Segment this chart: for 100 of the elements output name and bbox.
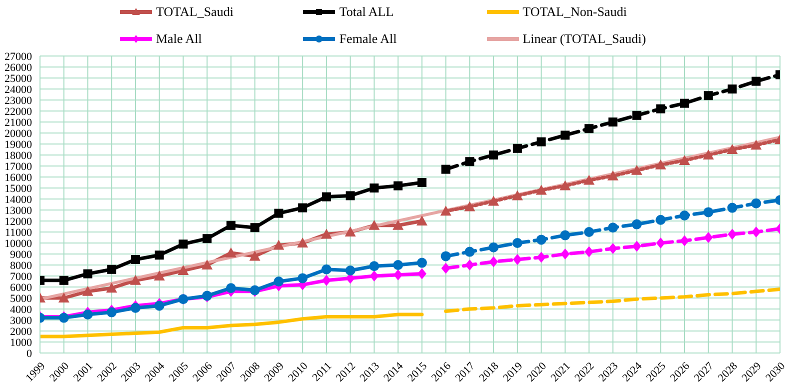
y-tick-label: 26000 bbox=[4, 62, 32, 74]
point bbox=[656, 214, 666, 225]
point bbox=[346, 191, 355, 200]
point bbox=[178, 240, 188, 249]
point bbox=[370, 270, 379, 282]
point bbox=[704, 91, 713, 100]
point bbox=[154, 300, 164, 311]
point bbox=[656, 238, 666, 248]
point bbox=[464, 246, 475, 257]
y-tick-label: 9000 bbox=[10, 248, 32, 261]
point bbox=[322, 192, 331, 202]
point bbox=[464, 201, 476, 212]
point bbox=[106, 307, 117, 318]
point bbox=[752, 226, 761, 238]
point bbox=[512, 238, 522, 248]
point bbox=[703, 207, 714, 218]
point bbox=[632, 110, 642, 120]
y-tick-label: 13000 bbox=[4, 204, 32, 217]
y-tick-label: 19000 bbox=[4, 138, 32, 151]
point bbox=[728, 84, 737, 94]
point bbox=[608, 118, 618, 126]
point bbox=[465, 157, 474, 166]
point bbox=[560, 248, 570, 260]
legend-label: TOTAL_Saudi bbox=[156, 4, 234, 20]
point bbox=[274, 208, 284, 218]
point bbox=[344, 226, 356, 236]
point bbox=[608, 243, 618, 254]
point bbox=[751, 198, 762, 208]
point bbox=[441, 164, 450, 174]
y-tick-label: 24000 bbox=[4, 84, 32, 96]
point bbox=[417, 268, 426, 280]
point bbox=[488, 196, 500, 206]
point bbox=[536, 137, 546, 146]
y-tick-label: 12000 bbox=[4, 216, 32, 228]
point bbox=[584, 227, 594, 237]
point bbox=[560, 130, 570, 140]
y-tick-label: 1000 bbox=[10, 336, 32, 349]
line-series bbox=[40, 312, 424, 338]
point bbox=[727, 202, 738, 213]
point bbox=[607, 170, 618, 180]
point bbox=[704, 232, 713, 243]
point bbox=[584, 174, 595, 185]
y-tick-label: 0 bbox=[26, 348, 32, 360]
x-tick-label: 2011 bbox=[310, 360, 334, 384]
point bbox=[655, 159, 666, 170]
point bbox=[393, 260, 404, 270]
point bbox=[154, 270, 165, 280]
point bbox=[489, 150, 498, 160]
point bbox=[178, 265, 189, 275]
point bbox=[632, 240, 642, 252]
y-tick-label: 14000 bbox=[4, 194, 32, 206]
point bbox=[488, 242, 499, 252]
point bbox=[750, 140, 762, 150]
point bbox=[130, 302, 140, 313]
point bbox=[83, 269, 92, 278]
point bbox=[632, 219, 642, 230]
y-tick-label: 8000 bbox=[10, 260, 32, 272]
point bbox=[154, 250, 164, 260]
point bbox=[680, 235, 690, 246]
point bbox=[489, 256, 498, 268]
y-tick-label: 5000 bbox=[10, 292, 32, 305]
legend-label: Male All bbox=[156, 30, 202, 46]
y-tick-label: 7000 bbox=[10, 270, 32, 283]
point bbox=[536, 252, 546, 263]
point bbox=[370, 184, 379, 192]
point bbox=[202, 234, 212, 244]
point bbox=[752, 76, 761, 86]
point bbox=[59, 276, 68, 285]
point bbox=[107, 264, 116, 274]
point bbox=[680, 98, 690, 108]
point bbox=[226, 220, 236, 230]
point bbox=[560, 230, 570, 240]
y-tick-label: 2000 bbox=[10, 326, 32, 338]
point bbox=[679, 155, 690, 165]
point bbox=[726, 144, 738, 154]
point bbox=[320, 228, 332, 239]
point bbox=[82, 310, 93, 320]
point bbox=[680, 210, 690, 220]
y-tick-label: 25000 bbox=[4, 72, 32, 85]
point bbox=[631, 164, 642, 175]
point bbox=[274, 276, 284, 286]
point bbox=[394, 181, 403, 190]
point bbox=[225, 247, 236, 258]
y-tick-label: 22000 bbox=[4, 106, 32, 118]
point bbox=[368, 220, 380, 230]
point bbox=[249, 250, 260, 261]
point bbox=[82, 286, 94, 296]
y-tick-label: 10000 bbox=[4, 238, 32, 250]
y-tick-label: 17000 bbox=[4, 160, 32, 173]
point bbox=[321, 264, 332, 274]
point bbox=[322, 274, 331, 286]
point bbox=[369, 261, 380, 272]
y-tick-label: 6000 bbox=[10, 282, 32, 294]
point bbox=[536, 184, 547, 195]
point bbox=[584, 124, 594, 134]
legend-label: Total ALL bbox=[339, 4, 394, 20]
point bbox=[202, 260, 213, 270]
point bbox=[536, 234, 546, 245]
y-tick-label: 21000 bbox=[4, 116, 32, 129]
point bbox=[512, 144, 522, 153]
